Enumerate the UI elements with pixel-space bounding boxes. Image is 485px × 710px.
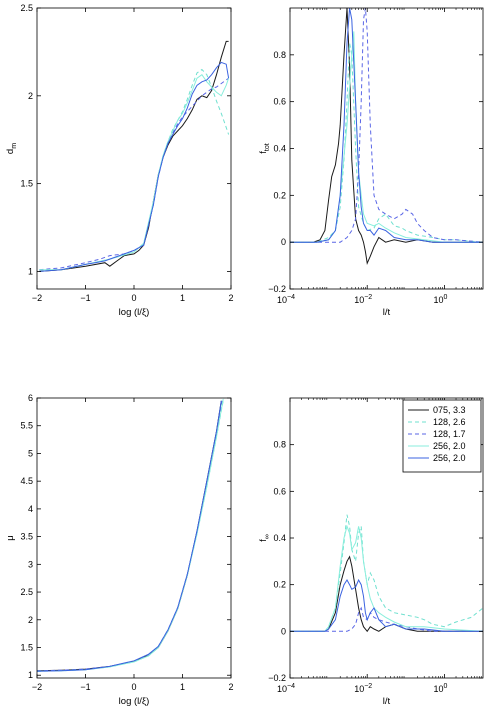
series-line-1 [37,400,222,672]
series-line-5 [37,400,222,672]
y-tick-label: 4.5 [20,476,33,486]
series-line-2 [290,514,483,632]
y-tick-label: 1.5 [20,643,33,653]
plot-frame [36,397,232,679]
x-axis-label: log (l/ξ) [119,696,150,707]
plot-frame [289,7,484,290]
x-tick-label: 0 [131,293,136,303]
chart-panel-3: −2 −1 0 1 2 1 1.5 2 2.5 3 3.5 4 4.5 5 5.5 6 log (l/ξ) μ [5,393,234,707]
series-group [37,398,225,672]
y-axis-label-subscript: ∞ [264,534,271,539]
plot-frame [36,7,232,290]
x-tick-label: −2 [32,682,42,692]
series-line-3 [39,77,229,271]
y-tick-label: −0.2 [268,284,286,294]
series-line-5 [290,578,483,632]
series-line-1 [290,8,483,265]
x-tick-exponent: −4 [287,294,295,301]
x-tick-label: 1 [180,293,185,303]
y-tick-label: 1 [28,266,33,276]
y-tick-label: 2 [28,615,33,625]
y-tick-label: 0.8 [273,50,286,60]
y-tick-label: −0.2 [268,673,286,683]
x-tick-label: −2 [32,293,42,303]
chart-panel-2: 10−4 10−2 100 −0.2 0 0.2 0.4 0.6 0.8 l/t ftot [258,7,484,318]
y-tick-label: 0.2 [273,580,286,590]
y-tick-label: 2.5 [20,3,33,13]
series-line-5 [39,61,230,272]
series-line-3 [37,400,223,672]
legend-label: 256, 2.0 [433,453,466,463]
x-tick-label: 100 [433,683,447,694]
legend-label: 256, 2.0 [433,441,466,451]
x-tick-label: 100 [433,294,447,305]
x-tick-label: −1 [80,682,90,692]
y-tick-label: 0.8 [273,440,286,450]
series-group [290,8,483,265]
series-line-4 [37,399,224,672]
x-tick-label: 10−2 [354,683,372,694]
series-line-2 [290,43,483,243]
x-tick-label: 2 [228,293,233,303]
x-tick-exponent: 0 [443,683,447,690]
y-axis-label-subscript: tot [264,143,271,151]
y-tick-label: 5.5 [20,421,33,431]
y-tick-label: 1.5 [20,179,33,189]
legend: 075, 3.3 128, 2.6 128, 1.7 256, 2.0 256, 2.0 [402,399,482,473]
y-tick-label: 0.4 [273,144,286,154]
y-tick-label: 2.5 [20,587,33,597]
series-line-1 [290,555,483,633]
y-tick-label: 0 [281,237,286,247]
x-tick-exponent: 0 [443,294,447,301]
x-tick-label: 10−2 [354,294,372,305]
series-line-3 [290,8,483,243]
x-tick-label: −1 [80,293,90,303]
chart-panel-1: −2 −1 0 1 2 1 1.5 2 2.5 log (l/ξ) dm [5,3,234,318]
y-tick-label: 6 [28,393,33,403]
x-tick-exponent: −2 [364,294,372,301]
y-tick-label: 3 [28,559,33,569]
series-line-4 [290,524,483,632]
x-tick-exponent: −4 [287,683,295,690]
x-axis-label: l/t [383,696,391,707]
y-tick-label: 0.6 [273,97,286,107]
x-tick-label: 2 [228,682,233,692]
series-group [290,514,483,633]
series-line-5 [290,8,483,243]
y-tick-label: 0.2 [273,190,286,200]
y-axis-label-subscript: m [11,143,18,149]
y-axis-label: f∞ [258,534,271,542]
y-tick-label: 5 [28,448,33,458]
y-tick-label: 3.5 [20,532,33,542]
series-line-4 [290,31,483,243]
series-group [39,40,230,272]
x-tick-exponent: −2 [364,683,372,690]
series-line-4 [39,73,230,271]
y-axis-label: ftot [258,143,271,153]
legend-label: 128, 1.7 [433,429,466,439]
x-tick-label: 1 [180,682,185,692]
y-tick-label: 1 [28,670,33,680]
y-tick-label: 0 [281,626,286,636]
legend-box [402,399,482,473]
x-axis-label: log (l/ξ) [119,307,150,318]
x-axis-label: l/t [383,307,391,318]
legend-label: 128, 2.6 [433,417,466,427]
y-tick-label: 2 [28,91,33,101]
legend-label: 075, 3.3 [433,405,466,415]
y-tick-label: 0.4 [273,533,286,543]
series-line-3 [290,606,483,632]
x-tick-label: 0 [131,682,136,692]
y-axis-label: dm [5,143,18,154]
y-tick-label: 0.6 [273,486,286,496]
chart-panel-4: 10−4 10−2 100 −0.2 0 0.2 0.4 0.6 0.8 l/t f∞ 075, 3.… [258,397,484,707]
y-axis-label: μ [5,535,16,540]
y-tick-label: 4 [28,504,33,514]
series-line-2 [39,68,230,271]
x-tick-label: 10−4 [277,294,295,305]
x-tick-label: 10−4 [277,683,295,694]
